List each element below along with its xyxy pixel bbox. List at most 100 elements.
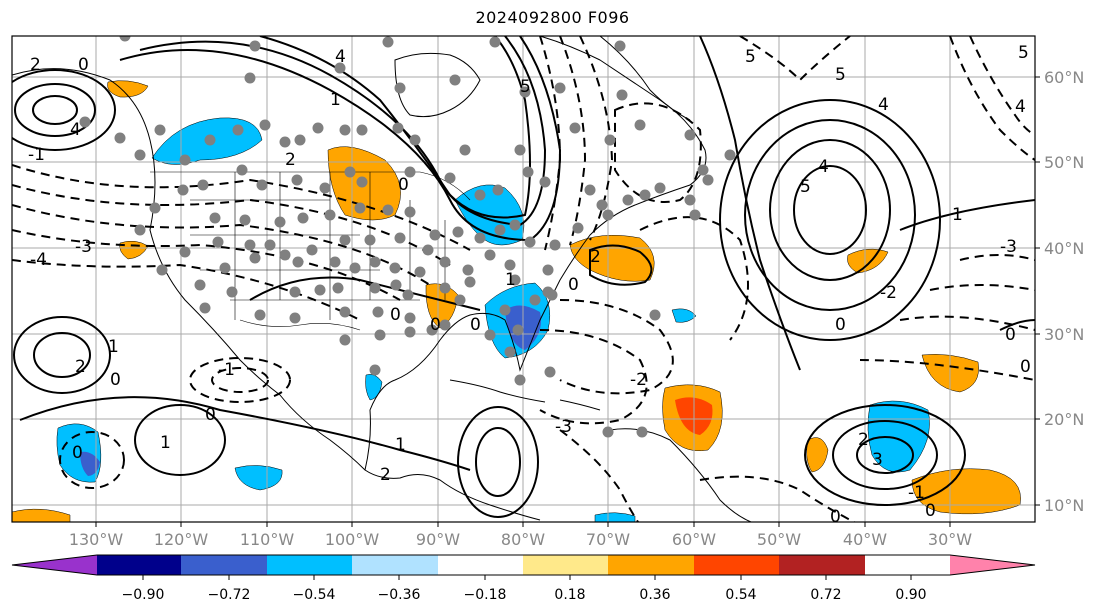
colorbar-tick-label: −0.36 bbox=[378, 587, 421, 603]
station-dot bbox=[394, 232, 406, 244]
station-dot bbox=[134, 224, 146, 236]
pacific-coast bbox=[12, 68, 541, 521]
station-dot bbox=[429, 229, 441, 241]
longitude-label: 90°W bbox=[416, 530, 460, 549]
station-dot bbox=[372, 306, 384, 318]
station-dot bbox=[119, 36, 131, 42]
station-dot bbox=[374, 329, 386, 341]
contour-label: 1 bbox=[108, 337, 119, 357]
station-dot bbox=[684, 194, 696, 206]
colorbar-swatch bbox=[779, 555, 865, 575]
station-dot bbox=[572, 222, 584, 234]
station-dot bbox=[404, 206, 416, 218]
colorbar-swatch bbox=[181, 555, 267, 575]
contour-label: 1 bbox=[952, 205, 963, 225]
station-dot bbox=[194, 279, 206, 291]
station-dot bbox=[279, 249, 291, 261]
station-dot bbox=[449, 74, 461, 86]
colorbar-outline bbox=[11, 554, 1036, 576]
station-dot bbox=[444, 172, 456, 184]
map-title: 2024092800 F096 bbox=[475, 8, 630, 27]
station-dot bbox=[404, 326, 416, 338]
station-dot bbox=[484, 329, 496, 341]
colorbar-tick-label: −0.54 bbox=[293, 587, 336, 603]
station-dot bbox=[209, 212, 221, 224]
station-dot bbox=[474, 232, 486, 244]
station-dot bbox=[519, 86, 531, 98]
shade-blue-south bbox=[594, 512, 636, 522]
colorbar-swatch bbox=[950, 555, 1035, 575]
station-dot bbox=[219, 262, 231, 274]
contour-label: 1 bbox=[505, 270, 516, 290]
station-dot bbox=[319, 182, 331, 194]
cuba bbox=[449, 379, 546, 403]
station-dot bbox=[279, 136, 291, 148]
colorbar-tick-label: 0.18 bbox=[554, 587, 585, 603]
shade-orange-small-2 bbox=[847, 248, 889, 274]
station-dot bbox=[329, 256, 341, 268]
station-dot bbox=[512, 324, 524, 336]
contour-label: 0 bbox=[470, 315, 481, 335]
colorbar-tick-label: 0.36 bbox=[639, 587, 670, 603]
station-dot bbox=[354, 202, 366, 214]
station-dot bbox=[289, 312, 301, 324]
station-dot bbox=[134, 149, 146, 161]
contour-label: -3 bbox=[555, 417, 572, 437]
colorbar-swatch bbox=[438, 555, 523, 575]
station-dot bbox=[636, 426, 648, 438]
station-dot bbox=[199, 302, 211, 314]
station-dot bbox=[264, 239, 276, 251]
station-dot bbox=[244, 72, 256, 84]
station-dot bbox=[274, 216, 286, 228]
station-dot bbox=[306, 244, 318, 256]
station-dot bbox=[546, 289, 558, 301]
station-dot bbox=[339, 234, 351, 246]
station-dot bbox=[356, 176, 368, 188]
shade-orange-atlantic bbox=[569, 234, 655, 282]
station-dot bbox=[369, 282, 381, 294]
dashed-contours bbox=[12, 36, 1035, 522]
station-dot bbox=[489, 36, 501, 48]
colorbar-tick-label: 0.54 bbox=[725, 587, 756, 603]
colorbar-swatch bbox=[267, 555, 352, 575]
contour-label: 1 bbox=[330, 90, 341, 110]
station-dot bbox=[256, 179, 268, 191]
contour-label: -1 bbox=[908, 483, 925, 503]
station-dot bbox=[324, 209, 336, 221]
contour-label: 5 bbox=[835, 65, 846, 85]
station-dot bbox=[426, 324, 438, 336]
station-dot bbox=[724, 149, 736, 161]
contour-label: 4 bbox=[878, 95, 889, 115]
station-dot bbox=[654, 182, 666, 194]
station-dot bbox=[452, 226, 464, 238]
contour-label: 2 bbox=[858, 430, 869, 450]
station-dot bbox=[462, 264, 474, 276]
colorbar-tick-label: −0.72 bbox=[208, 587, 251, 603]
contour-label: 0 bbox=[205, 405, 216, 425]
station-dot bbox=[249, 40, 261, 52]
longitude-label: 120°W bbox=[154, 530, 209, 549]
station-dot bbox=[494, 224, 506, 236]
contour-label: -3 bbox=[75, 237, 92, 257]
station-dot bbox=[392, 122, 404, 134]
contour-label: 0 bbox=[110, 370, 121, 390]
station-dot bbox=[332, 282, 344, 294]
colorbar-swatch bbox=[352, 555, 438, 575]
colorbar-tick-label: −0.90 bbox=[122, 587, 165, 603]
station-markers bbox=[79, 36, 736, 438]
contour-label: -2 bbox=[630, 370, 647, 390]
colorbar-tick-label: −0.18 bbox=[464, 587, 507, 603]
station-dot bbox=[232, 124, 244, 136]
contour-label: 1 bbox=[160, 433, 171, 453]
colorbar-swatch bbox=[12, 555, 97, 575]
contour-label: 0 bbox=[398, 175, 409, 195]
station-dot bbox=[492, 184, 504, 196]
station-dot bbox=[390, 279, 402, 291]
station-dot bbox=[154, 124, 166, 136]
colorbar-swatch bbox=[608, 555, 694, 575]
station-dot bbox=[369, 256, 381, 268]
contour-label: 0 bbox=[430, 315, 441, 335]
station-dot bbox=[504, 259, 516, 271]
station-dot bbox=[402, 289, 414, 301]
station-dot bbox=[504, 346, 516, 358]
